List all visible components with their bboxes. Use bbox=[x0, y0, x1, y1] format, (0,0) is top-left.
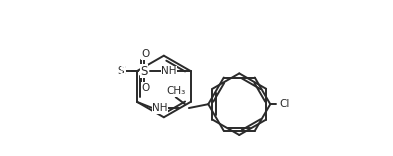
Text: O: O bbox=[141, 49, 150, 59]
Text: NH: NH bbox=[152, 103, 168, 113]
Text: CH₃: CH₃ bbox=[166, 86, 185, 96]
Text: O: O bbox=[141, 83, 150, 93]
Text: Cl: Cl bbox=[279, 99, 289, 109]
Text: S: S bbox=[119, 66, 126, 76]
Text: NH: NH bbox=[161, 66, 177, 76]
Text: S: S bbox=[119, 66, 126, 76]
Text: S: S bbox=[119, 66, 126, 76]
Text: S: S bbox=[140, 65, 148, 78]
Text: S: S bbox=[119, 66, 126, 76]
Text: S: S bbox=[118, 66, 124, 76]
